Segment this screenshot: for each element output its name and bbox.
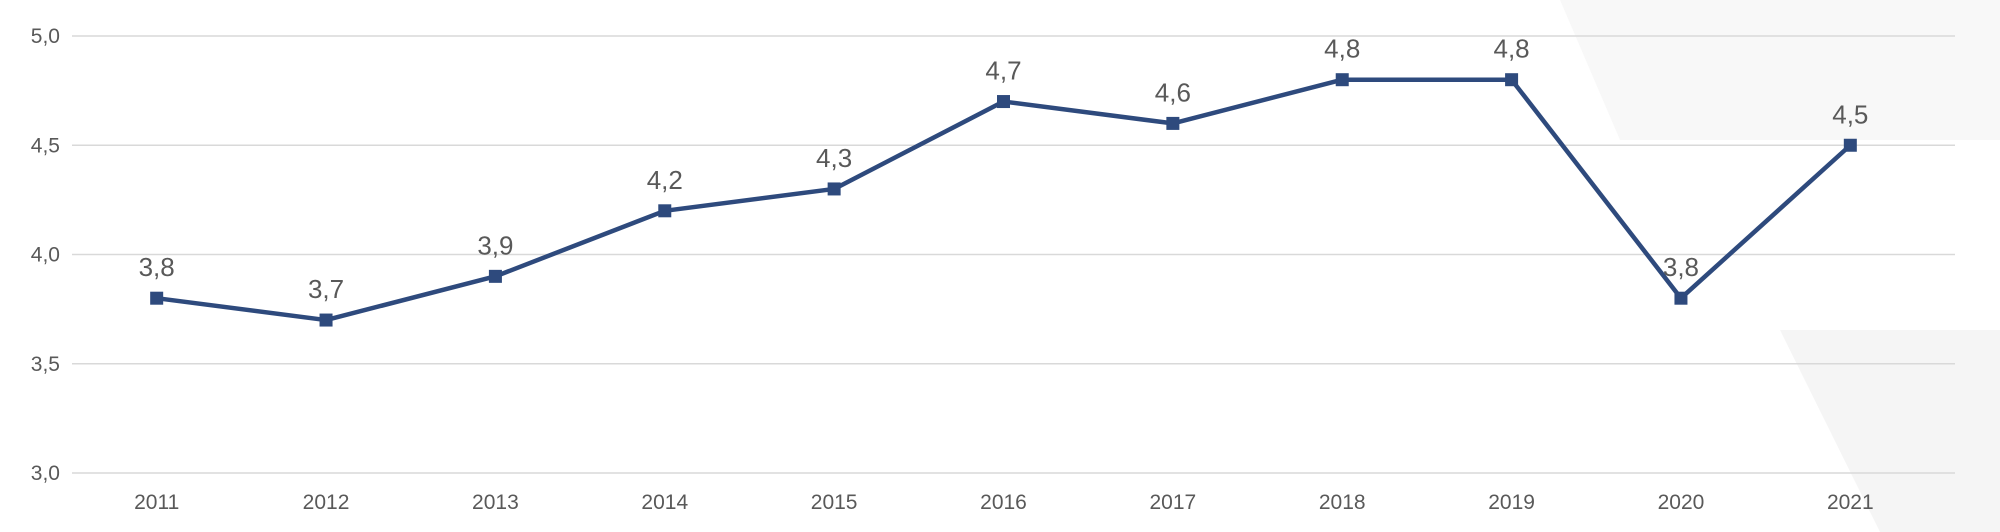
x-axis-ticks: 2011 2012 2013 2014 2015 2016 2017 2018 2019 2020… [134,491,1874,514]
y-axis-ticks: 3,0 3,5 4,0 4,5 5,0 [31,25,60,485]
data-point-marker [997,95,1010,109]
data-point-marker [1166,116,1180,130]
x-tick-label: 2017 [1150,491,1197,514]
data-label: 4,3 [816,143,852,173]
data-point-marker [319,313,333,327]
data-point-marker [827,182,841,196]
x-tick-label: 2014 [641,491,688,514]
x-tick-label: 2019 [1488,491,1535,514]
data-label: 4,8 [1324,34,1360,64]
x-tick-label: 2021 [1827,491,1874,514]
data-label: 4,2 [647,165,683,195]
data-label: 3,9 [477,230,513,260]
data-labels: 3,8 3,7 3,9 4,2 4,3 4,7 4,6 4,8 4,8 3,8 4,5 [139,34,1869,304]
data-label: 4,6 [1155,77,1191,107]
y-tick-label: 4,0 [31,244,60,267]
data-point-marker [1674,291,1688,305]
data-point-marker [1335,73,1349,87]
gridlines [72,35,1955,474]
y-tick-label: 3,0 [31,462,60,485]
data-label: 4,7 [985,56,1021,86]
series-line [154,77,1853,323]
background-decoration [1560,0,2000,532]
y-tick-label: 3,5 [31,353,60,376]
data-label: 3,8 [1663,252,1699,282]
x-tick-label: 2015 [811,491,858,514]
data-label: 3,8 [139,252,175,282]
data-label: 4,8 [1494,34,1530,64]
data-point-marker [488,269,502,283]
y-tick-label: 4,5 [31,134,60,157]
data-point-marker [658,204,672,218]
x-tick-label: 2011 [134,491,179,514]
data-point-marker [150,291,164,305]
x-tick-label: 2013 [472,491,519,514]
x-tick-label: 2012 [303,491,350,514]
data-point-marker [1843,138,1857,152]
x-tick-label: 2016 [980,491,1027,514]
data-label: 3,7 [308,274,344,304]
x-tick-label: 2018 [1319,491,1366,514]
x-tick-label: 2020 [1658,491,1705,514]
data-point-marker [1505,73,1519,87]
y-tick-label: 5,0 [31,25,60,48]
series-group [150,73,1857,327]
data-label: 4,5 [1832,99,1868,129]
